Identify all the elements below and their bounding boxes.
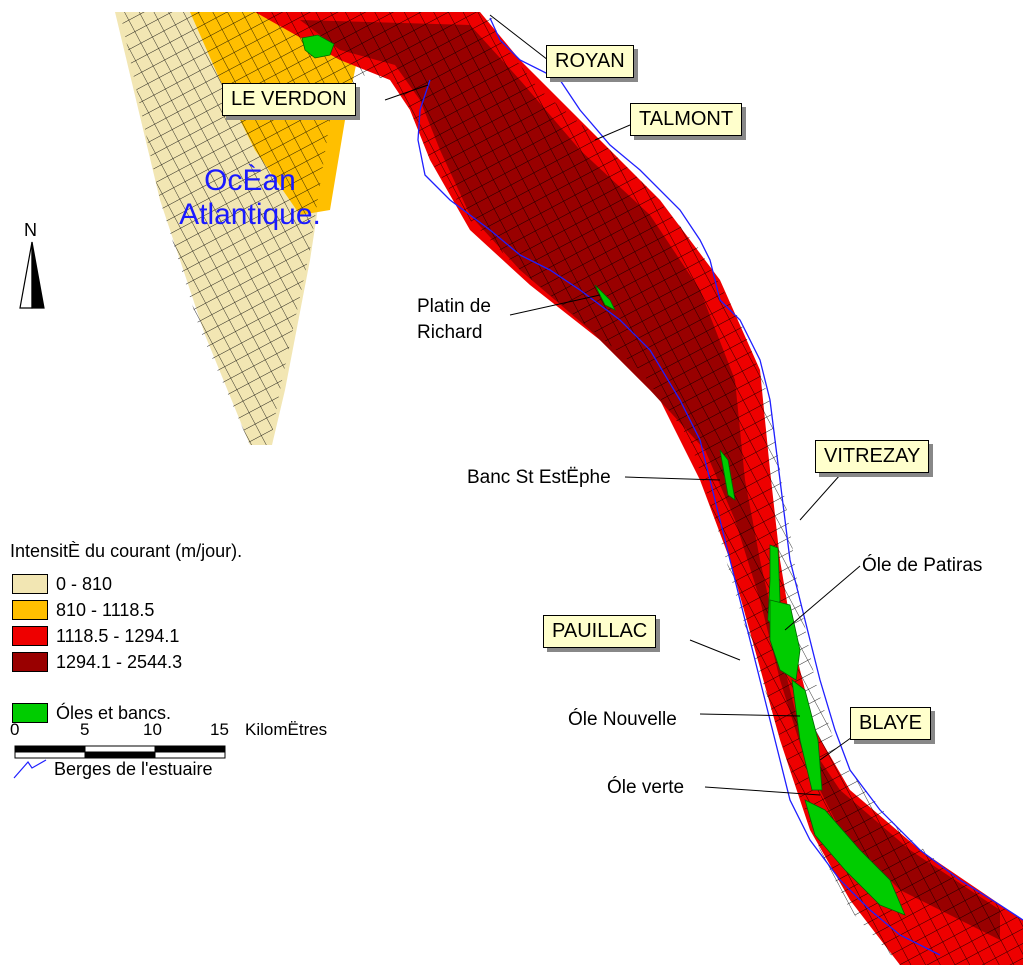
- callout-pointer: [799, 474, 841, 521]
- legend-label: 1118.5 - 1294.1: [56, 625, 180, 646]
- legend-swatch: [12, 703, 48, 723]
- island-shape: [769, 599, 801, 681]
- legend-swatch: [12, 600, 48, 620]
- island-shape: [301, 34, 335, 59]
- legend-label: Óles et bancs.: [56, 702, 172, 723]
- feature-label-verte: Óle verte: [607, 777, 685, 798]
- island-shape: [594, 284, 616, 311]
- callout-pointer: [384, 84, 429, 101]
- legend-label: 0 - 810: [56, 573, 113, 594]
- ocean-label-line1: OcÈan: [204, 164, 296, 197]
- scale-bar: [14, 745, 226, 759]
- legend-item: 1294.1 - 2544.3: [12, 651, 182, 673]
- feature-label-platin: Platin de Richard: [417, 294, 491, 346]
- channel-core-zone: [300, 20, 1000, 940]
- legend-label: 1294.1 - 2544.3: [56, 651, 183, 672]
- place-label-le-verdon: LE VERDON: [222, 83, 356, 116]
- feature-label-nouvelle: Óle Nouvelle: [568, 709, 677, 730]
- ocean-label-line2: Atlantique.: [179, 198, 321, 231]
- place-label-royan: ROYAN: [546, 45, 634, 78]
- scale-tick-label: 10: [143, 720, 162, 739]
- legend-item: 0 - 810: [12, 573, 112, 595]
- legend-item-islands: Óles et bancs.: [12, 702, 171, 724]
- place-label-pauillac: PAUILLAC: [543, 615, 657, 648]
- feature-pointer: [509, 294, 601, 316]
- channel-red-zone: [255, 12, 1023, 965]
- place-label-talmont: TALMONT: [630, 103, 743, 136]
- callout-pointer: [689, 639, 741, 661]
- callout-pointer: [489, 14, 549, 61]
- feature-label-platin-line1: Platin de: [417, 296, 491, 317]
- legend-swatch: [12, 652, 48, 672]
- legend-label: Berges de l'estuaire: [54, 758, 213, 779]
- legend-label: 810 - 1118.5: [56, 599, 155, 620]
- feature-pointer: [704, 786, 821, 796]
- scale-tick-label: 5: [80, 720, 90, 739]
- callout-pointer: [819, 734, 856, 761]
- bank-line-icon: [13, 759, 47, 779]
- callout-pointer: [594, 124, 631, 141]
- legend-item: 1118.5 - 1294.1: [12, 625, 179, 647]
- legend-item: 810 - 1118.5: [12, 599, 154, 621]
- north-label: N: [24, 220, 37, 240]
- scale-tick-label: 15: [210, 720, 229, 739]
- island-shape: [791, 679, 823, 791]
- place-label-blaye: BLAYE: [850, 707, 931, 740]
- feature-label-platin-line2: Richard: [417, 322, 483, 343]
- scale-tick-label: 0: [10, 720, 20, 739]
- place-label-vitrezay: VITREZAY: [815, 440, 930, 473]
- legend-swatch: [12, 574, 48, 594]
- estuary-bank-line: [489, 17, 1023, 921]
- north-arrow: N: [12, 220, 52, 310]
- feature-label-patiras: Óle de Patiras: [862, 555, 983, 576]
- feature-pointer: [784, 565, 861, 631]
- ocean-label: OcÈan Atlantique.: [150, 164, 350, 232]
- feature-label-banc: Banc St EstËphe: [467, 467, 611, 488]
- legend-swatch: [12, 626, 48, 646]
- island-shape: [719, 449, 736, 501]
- legend-item-banks: Berges de l'estuaire: [12, 758, 213, 780]
- legend-title: IntensitÈ du courant (m/jour).: [10, 541, 243, 561]
- feature-pointer: [624, 476, 721, 481]
- island-shape: [804, 799, 906, 916]
- scale-unit: KilomËtres: [245, 720, 328, 739]
- feature-pointer: [699, 713, 801, 717]
